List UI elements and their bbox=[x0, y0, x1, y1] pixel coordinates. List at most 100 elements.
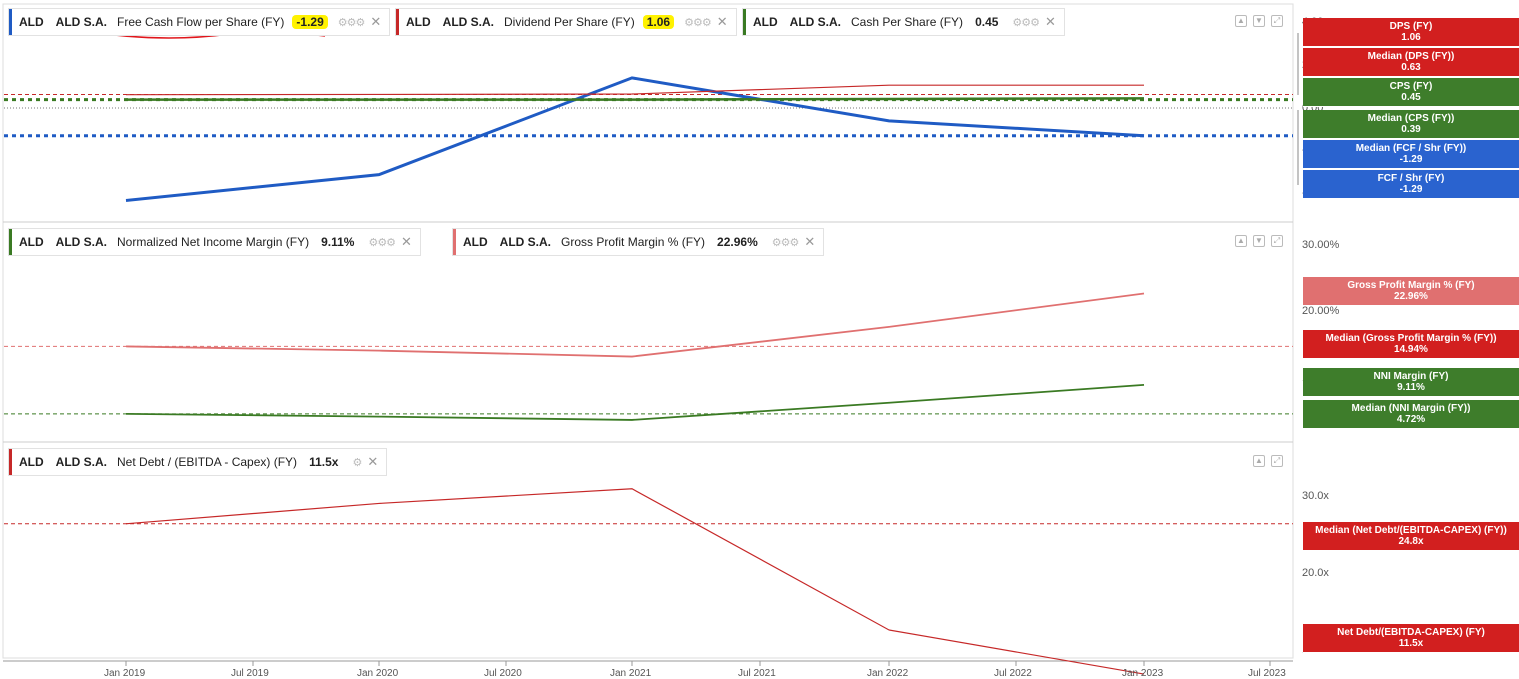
panel-controls[interactable]: ▲ ▼ ⤢ bbox=[1235, 235, 1283, 247]
legend-company: ALD S.A. bbox=[55, 15, 108, 29]
x-tick-label: Jul 2019 bbox=[231, 668, 269, 679]
settings-icon[interactable]: ⚙⚙⚙ bbox=[684, 16, 712, 29]
x-tick-label: Jan 2023 bbox=[1122, 668, 1164, 679]
settings-icon[interactable]: ⚙⚙⚙ bbox=[337, 16, 366, 29]
legend-metric: Free Cash Flow per Share (FY) bbox=[117, 15, 285, 29]
settings-icon[interactable]: ⚙⚙⚙ bbox=[1012, 16, 1040, 29]
settings-icon[interactable]: ⚙⚙⚙ bbox=[771, 236, 800, 249]
legend-value: 9.11% bbox=[321, 235, 355, 249]
series-line bbox=[125, 84, 1144, 96]
flag-label: Median (FCF / Shr (FY)) bbox=[1355, 143, 1467, 154]
legend-ticker: ALD bbox=[753, 15, 778, 29]
legend-ticker: ALD bbox=[19, 455, 44, 469]
legend-metric: Gross Profit Margin % (FY) bbox=[561, 235, 706, 249]
flag-value: 9.11% bbox=[1397, 382, 1425, 393]
move-up-icon[interactable]: ▲ bbox=[1235, 15, 1247, 27]
flag-value: -1.29 bbox=[1399, 184, 1423, 195]
value-flag: Median (NNI Margin (FY)) 4.72% bbox=[1303, 400, 1519, 429]
value-flag: Median (DPS (FY)) 0.63 bbox=[1303, 48, 1519, 77]
legend-value: -1.29 bbox=[292, 15, 328, 29]
value-flag: FCF / Shr (FY) -1.29 bbox=[1303, 170, 1519, 199]
close-icon[interactable]: ✕ bbox=[367, 454, 379, 469]
legend-ticker: ALD bbox=[463, 235, 488, 249]
legend-cash-per-share[interactable]: ALD ALD S.A. Cash Per Share (FY) 0.45 ⚙⚙… bbox=[742, 8, 1065, 36]
legend-metric: Cash Per Share (FY) bbox=[851, 15, 964, 29]
close-icon[interactable]: ✕ bbox=[716, 14, 728, 29]
flag-value: 0.45 bbox=[1401, 92, 1421, 103]
flag-value: 0.39 bbox=[1401, 124, 1421, 135]
y-tick-label: 20.00% bbox=[1302, 305, 1340, 317]
legend-company: ALD S.A. bbox=[499, 235, 552, 249]
x-tick-label: Jan 2019 bbox=[104, 668, 146, 679]
series-line bbox=[125, 76, 1145, 202]
x-tick-label: Jul 2020 bbox=[484, 668, 522, 679]
flag-value: 1.06 bbox=[1401, 32, 1421, 43]
settings-icon[interactable]: ⚙⚙⚙ bbox=[368, 236, 396, 249]
flag-value: 4.72% bbox=[1396, 414, 1426, 425]
legend-ticker: ALD bbox=[406, 15, 431, 29]
close-icon[interactable]: ✕ bbox=[401, 234, 412, 249]
series-line bbox=[125, 292, 1145, 358]
legend-metric: Net Debt / (EBITDA - Capex) (FY) bbox=[117, 455, 298, 469]
value-flag: Median (CPS (FY)) 0.39 bbox=[1303, 110, 1519, 139]
move-up-icon[interactable]: ▲ bbox=[1235, 235, 1247, 247]
flag-label: NNI Margin (FY) bbox=[1373, 371, 1449, 382]
legend-value: 0.45 bbox=[975, 15, 999, 29]
close-icon[interactable]: ✕ bbox=[1045, 14, 1056, 29]
series-line bbox=[125, 383, 1145, 421]
legend-nni-margin[interactable]: ALD ALD S.A. Normalized Net Income Margi… bbox=[8, 228, 421, 256]
panel-controls[interactable]: ▲ ▼ ⤢ bbox=[1235, 15, 1283, 27]
legend-dividend-per-share[interactable]: ALD ALD S.A. Dividend Per Share (FY) 1.0… bbox=[395, 8, 737, 36]
value-flag: Median (Gross Profit Margin % (FY)) 14.94… bbox=[1303, 330, 1519, 359]
flag-label: DPS (FY) bbox=[1389, 21, 1433, 32]
close-icon[interactable]: ✕ bbox=[370, 14, 382, 29]
close-icon[interactable]: ✕ bbox=[804, 234, 816, 249]
legend-metric: Normalized Net Income Margin (FY) bbox=[117, 235, 310, 249]
series-line bbox=[125, 488, 1145, 675]
legend-company: ALD S.A. bbox=[55, 455, 108, 469]
value-flag: Net Debt/(EBITDA-CAPEX) (FY) 11.5x bbox=[1303, 624, 1519, 653]
move-down-icon[interactable]: ▼ bbox=[1253, 15, 1265, 27]
series-line bbox=[126, 97, 1145, 101]
legend-value: 22.96% bbox=[717, 235, 758, 249]
expand-icon[interactable]: ⤢ bbox=[1271, 455, 1283, 467]
move-up-icon[interactable]: ▲ bbox=[1253, 455, 1265, 467]
flag-label: FCF / Shr (FY) bbox=[1377, 173, 1445, 184]
flag-label: Gross Profit Margin % (FY) bbox=[1347, 280, 1475, 291]
flag-value: 0.63 bbox=[1401, 62, 1421, 73]
x-tick-label: Jan 2021 bbox=[610, 668, 652, 679]
x-tick-label: Jul 2023 bbox=[1248, 668, 1286, 679]
flag-label: Median (Net Debt/(EBITDA-CAPEX) (FY)) bbox=[1315, 525, 1507, 536]
value-flag: Gross Profit Margin % (FY) 22.96% bbox=[1303, 277, 1519, 306]
legend-company: ALD S.A. bbox=[789, 15, 842, 29]
legend-ticker: ALD bbox=[19, 15, 44, 29]
y-tick-label: 30.00% bbox=[1302, 239, 1340, 251]
panel-controls[interactable]: ▲ ⤢ bbox=[1253, 455, 1283, 467]
flag-label: CPS (FY) bbox=[1389, 81, 1433, 92]
value-flag: CPS (FY) 0.45 bbox=[1303, 78, 1519, 107]
expand-icon[interactable]: ⤢ bbox=[1271, 235, 1283, 247]
x-tick-label: Jul 2022 bbox=[994, 668, 1032, 679]
legend-fcf-per-share[interactable]: ALD ALD S.A. Free Cash Flow per Share (F… bbox=[8, 8, 391, 36]
flag-value: 14.94% bbox=[1394, 344, 1428, 355]
value-flag: NNI Margin (FY) 9.11% bbox=[1303, 368, 1519, 397]
settings-icon[interactable]: ⚙ bbox=[352, 456, 362, 469]
value-flag: DPS (FY) 1.06 bbox=[1303, 18, 1519, 47]
x-tick-label: Jan 2020 bbox=[357, 668, 399, 679]
flag-value: -1.29 bbox=[1399, 154, 1423, 165]
flag-value: 22.96% bbox=[1394, 291, 1428, 302]
value-flag: Median (Net Debt/(EBITDA-CAPEX) (FY)) 24.… bbox=[1303, 522, 1519, 551]
legend-net-debt-ebitda[interactable]: ALD ALD S.A. Net Debt / (EBITDA - Capex)… bbox=[8, 448, 388, 476]
legend-company: ALD S.A. bbox=[442, 15, 495, 29]
x-tick-label: Jul 2021 bbox=[738, 668, 776, 679]
flag-label: Median (DPS (FY)) bbox=[1367, 51, 1455, 62]
legend-metric: Dividend Per Share (FY) bbox=[504, 15, 635, 29]
flag-label: Net Debt/(EBITDA-CAPEX) (FY) bbox=[1337, 627, 1485, 638]
y-tick-label: 30.0x bbox=[1302, 490, 1329, 502]
move-down-icon[interactable]: ▼ bbox=[1253, 235, 1265, 247]
legend-gross-profit-margin[interactable]: ALD ALD S.A. Gross Profit Margin % (FY) … bbox=[452, 228, 825, 256]
expand-icon[interactable]: ⤢ bbox=[1271, 15, 1283, 27]
flag-label: Median (NNI Margin (FY)) bbox=[1351, 403, 1471, 414]
x-tick-label: Jan 2022 bbox=[867, 668, 909, 679]
value-flag: Median (FCF / Shr (FY)) -1.29 bbox=[1303, 140, 1519, 169]
